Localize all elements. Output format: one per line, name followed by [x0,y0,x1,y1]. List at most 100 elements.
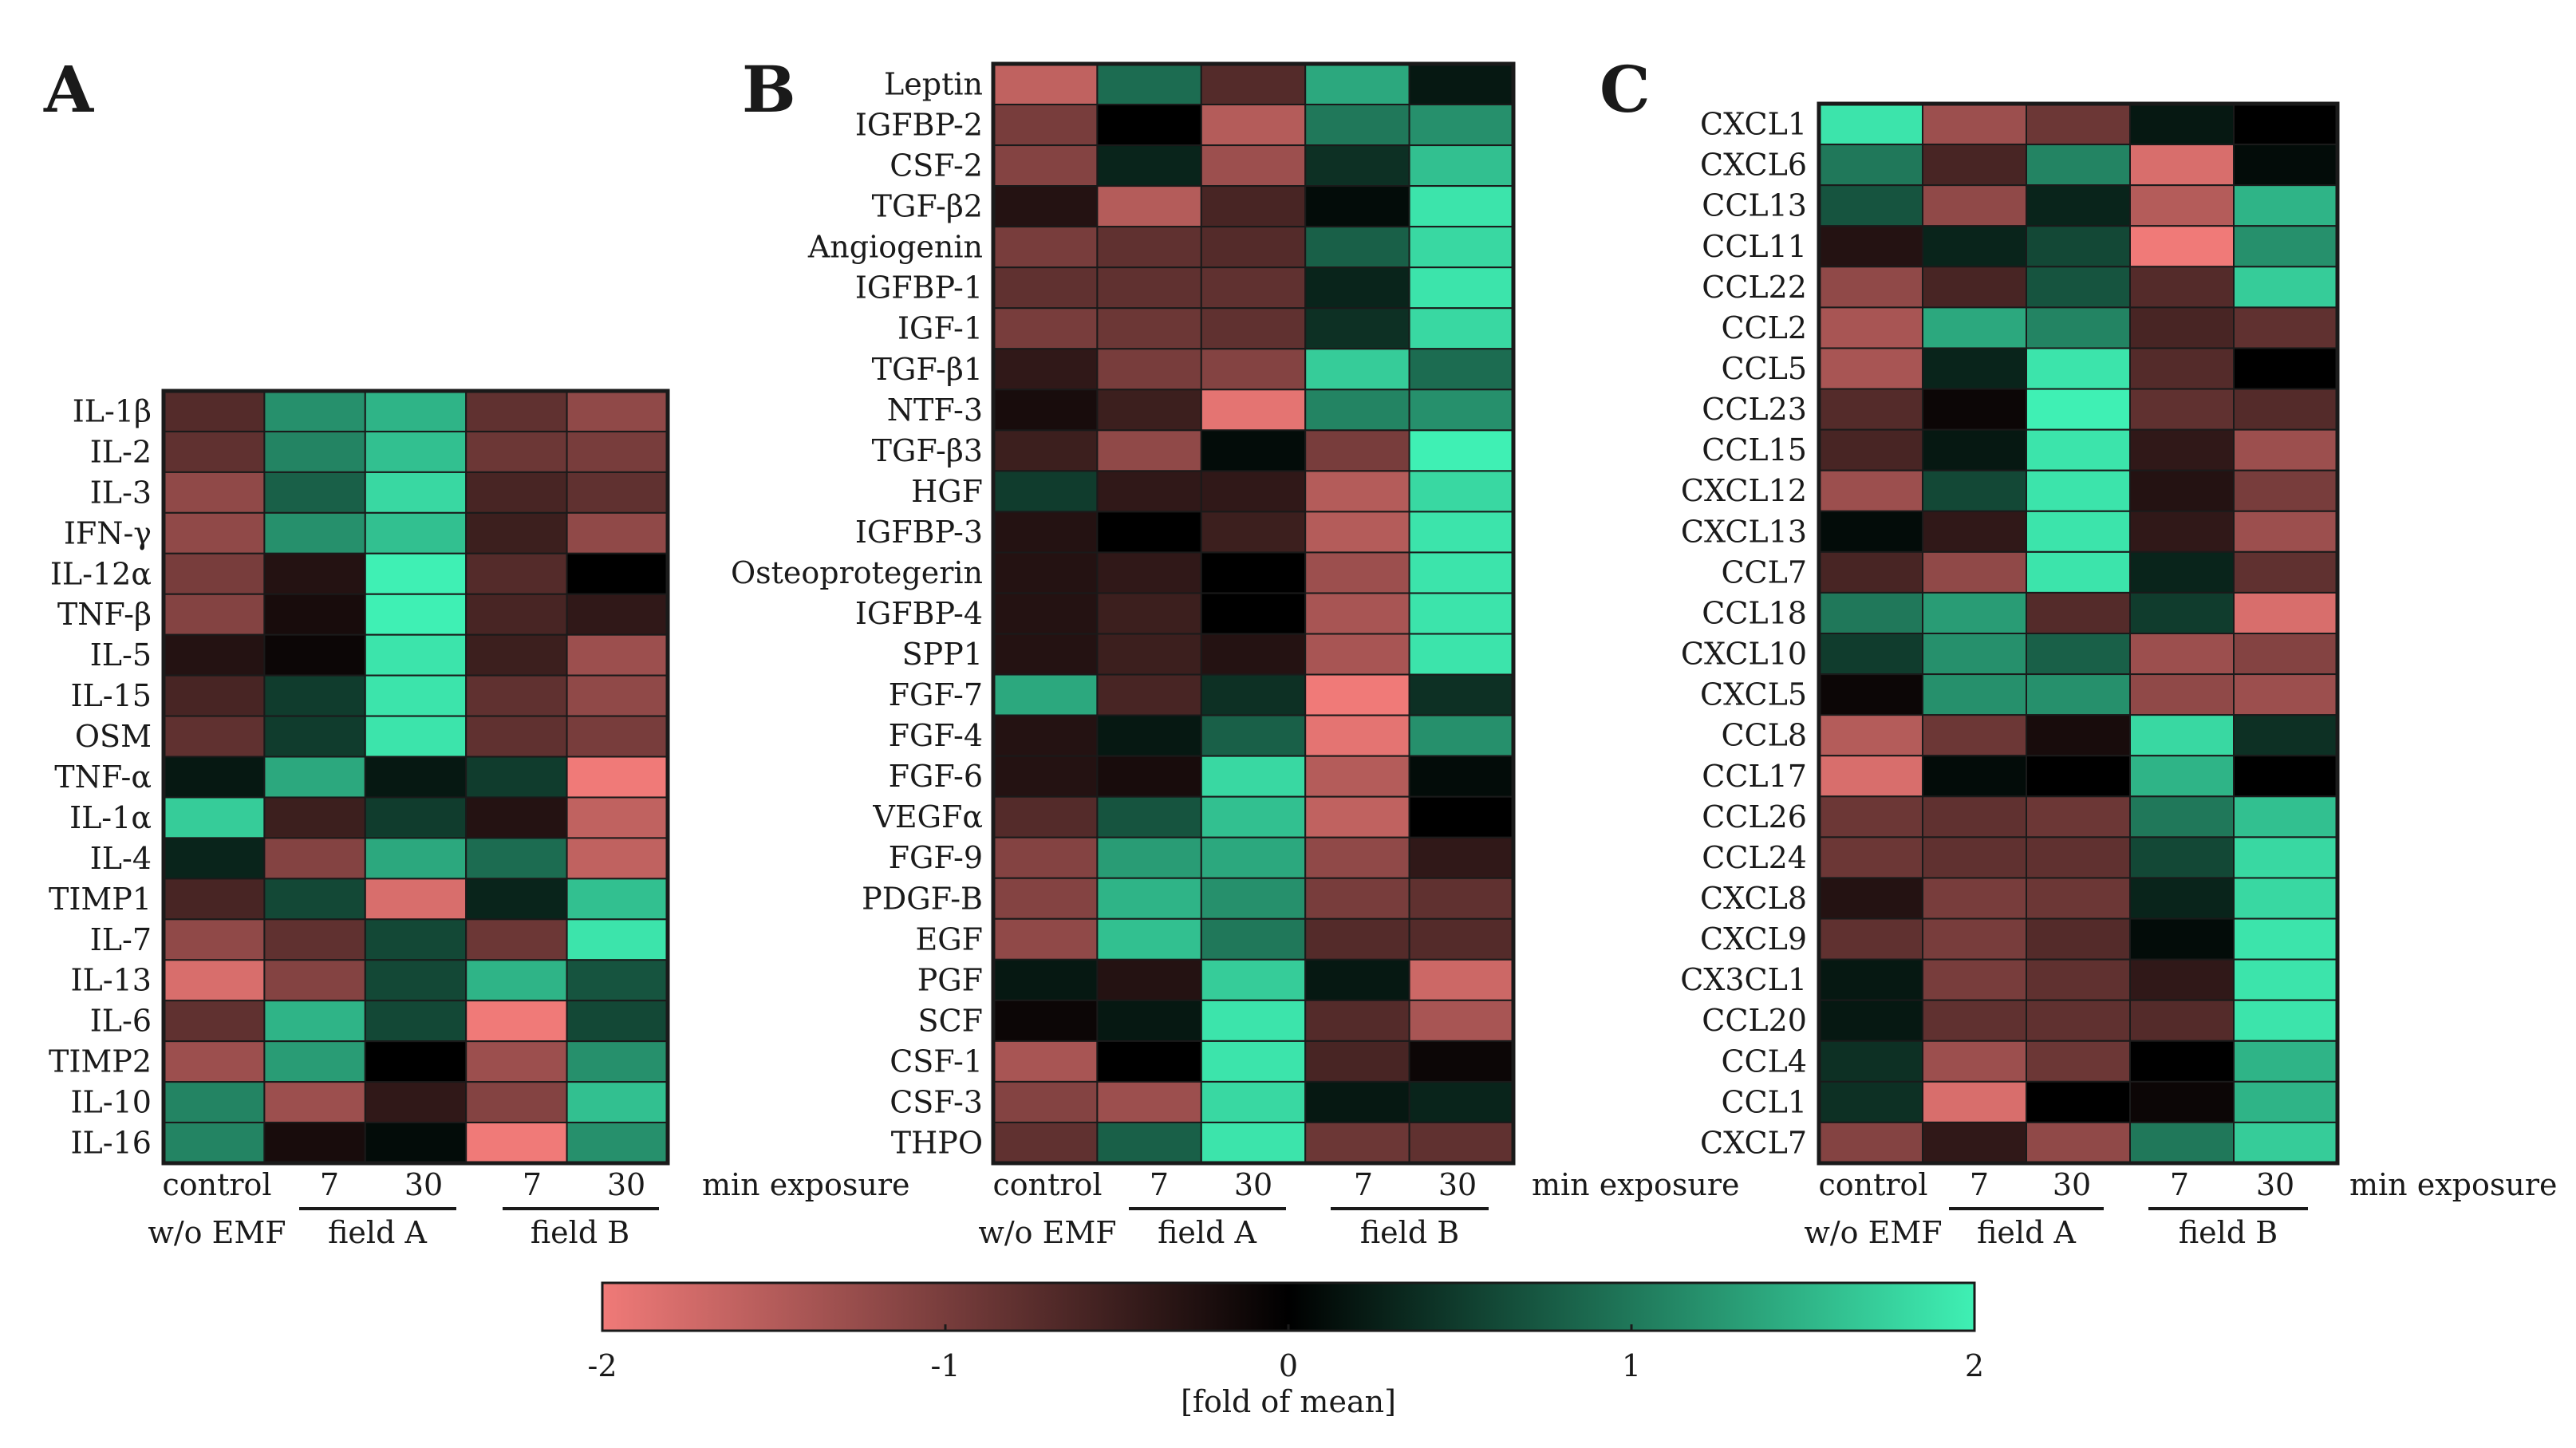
heatmap-cell [1304,429,1410,472]
heatmap-cell [1408,511,1514,554]
heatmap-cell [263,511,366,554]
row-label: TNF-β [57,597,152,632]
heatmap-cell [2129,836,2235,879]
heatmap-cell [2026,306,2131,349]
field-b-label-b: field B [1360,1215,1459,1250]
heatmap-cell [1200,958,1307,1001]
heatmap-cell [1304,836,1410,879]
heatmap-cell [2026,836,2131,879]
heatmap-frame [161,389,670,1166]
heatmap-panel-c: CXCL1 CXCL6 CCL13 CCL11 CCL22 CCL2 CCL5 CCL23 CC… [1680,101,2340,1166]
heatmap-cell [566,471,669,514]
heatmap-cell [1818,306,1923,349]
heatmap-cell [1200,144,1307,187]
heatmap-cell [263,633,366,677]
row-label: FGF-6 [889,759,983,794]
row-label: IGFBP-3 [855,515,983,550]
heatmap-cell [1922,999,2027,1042]
row-label: CXCL1 [1700,107,1807,142]
field-a-label-c: field A [1977,1215,2076,1250]
heatmap-cell [2233,266,2338,309]
heatmap-cell [163,674,266,717]
heatmap-cell [1200,1121,1307,1165]
row-label: TIMP2 [49,1044,152,1079]
heatmap-cell [1200,226,1307,269]
heatmap-cell [2129,184,2235,227]
heatmap-cell [2026,999,2131,1042]
heatmap-cell [1922,388,2027,431]
heatmap-cell [992,795,1099,838]
heatmap-cell [2233,428,2338,471]
heatmap-cell [1096,307,1202,350]
heatmap-cell [1818,591,1923,635]
heatmap-cell [163,593,266,636]
heatmap-cell [1304,104,1410,147]
heatmap-cell [2233,1121,2338,1165]
col-label-fb7-c: 7 [2170,1167,2189,1202]
heatmap-cell [992,551,1099,594]
heatmap-cell [364,674,467,717]
heatmap-cell [263,1122,366,1164]
row-label: IGFBP-4 [855,596,983,631]
row-label: TIMP1 [49,882,152,917]
heatmap-cell [465,715,568,758]
heatmap-cell [1200,185,1307,228]
heatmap-cell [465,918,568,961]
col-label-woemf-b: w/o EMF [978,1215,1116,1250]
heatmap-cell [163,390,266,432]
heatmap-cell [2129,1121,2235,1165]
heatmap-cell [2129,633,2235,676]
heatmap-cell [1818,469,1923,512]
heatmap-cell [992,307,1099,350]
colorbar-tick-label: -1 [930,1348,960,1383]
row-label: IGFBP-1 [855,270,983,306]
heatmap-cell [1408,1121,1514,1165]
heatmap-cell [566,633,669,677]
row-label: CCL23 [1702,392,1807,427]
heatmap-cell [992,63,1099,106]
heatmap-cell [2129,1040,2235,1083]
row-label: CX3CL1 [1680,962,1807,997]
colorbar-tick-label: 2 [1965,1348,1984,1383]
heatmap-cell [1200,551,1307,594]
heatmap-cell [1096,429,1202,472]
column-labels-b: control w/o EMF 7 30 7 30 field A field … [978,1167,1739,1250]
heatmap-cell [163,430,266,473]
col-label-fb30-b: 30 [1438,1167,1477,1202]
heatmap-cell [1922,795,2027,838]
heatmap-cell [2129,591,2235,635]
heatmap-cell [1922,591,2027,635]
heatmap-cell [1304,511,1410,554]
heatmap-cell [1304,389,1410,432]
heatmap-cell [1096,104,1202,147]
heatmap-cell [1408,714,1514,757]
heatmap-cell [1304,551,1410,594]
heatmap-cell [2129,673,2235,716]
heatmap-cell [1200,1040,1307,1083]
row-label: CXCL10 [1681,637,1807,672]
heatmap-cell [263,390,366,432]
heatmap-cell [263,1040,366,1083]
col-label-fa7-a: 7 [320,1167,339,1202]
heatmap-cell [263,837,366,880]
heatmap-cell [992,633,1099,676]
heatmap-cell [364,1081,467,1124]
heatmap-cell [2026,388,2131,431]
heatmap-cell [465,1000,568,1043]
heatmap-cell [364,511,467,554]
heatmap-cell [1304,633,1410,676]
heatmap-cell [163,633,266,677]
heatmap-cell [2026,1121,2131,1165]
heatmap-cell [364,1000,467,1043]
heatmap-cell [1096,348,1202,391]
heatmap-cell [566,1040,669,1083]
row-label: IL-13 [71,963,152,998]
heatmap-cell [263,756,366,799]
row-label: CCL20 [1702,1003,1807,1038]
row-label: FGF-7 [889,677,983,712]
heatmap-cell [992,226,1099,269]
heatmap-cell [2129,347,2235,390]
colorbar-tick-label: 0 [1279,1348,1298,1383]
heatmap-cell [1096,266,1202,310]
